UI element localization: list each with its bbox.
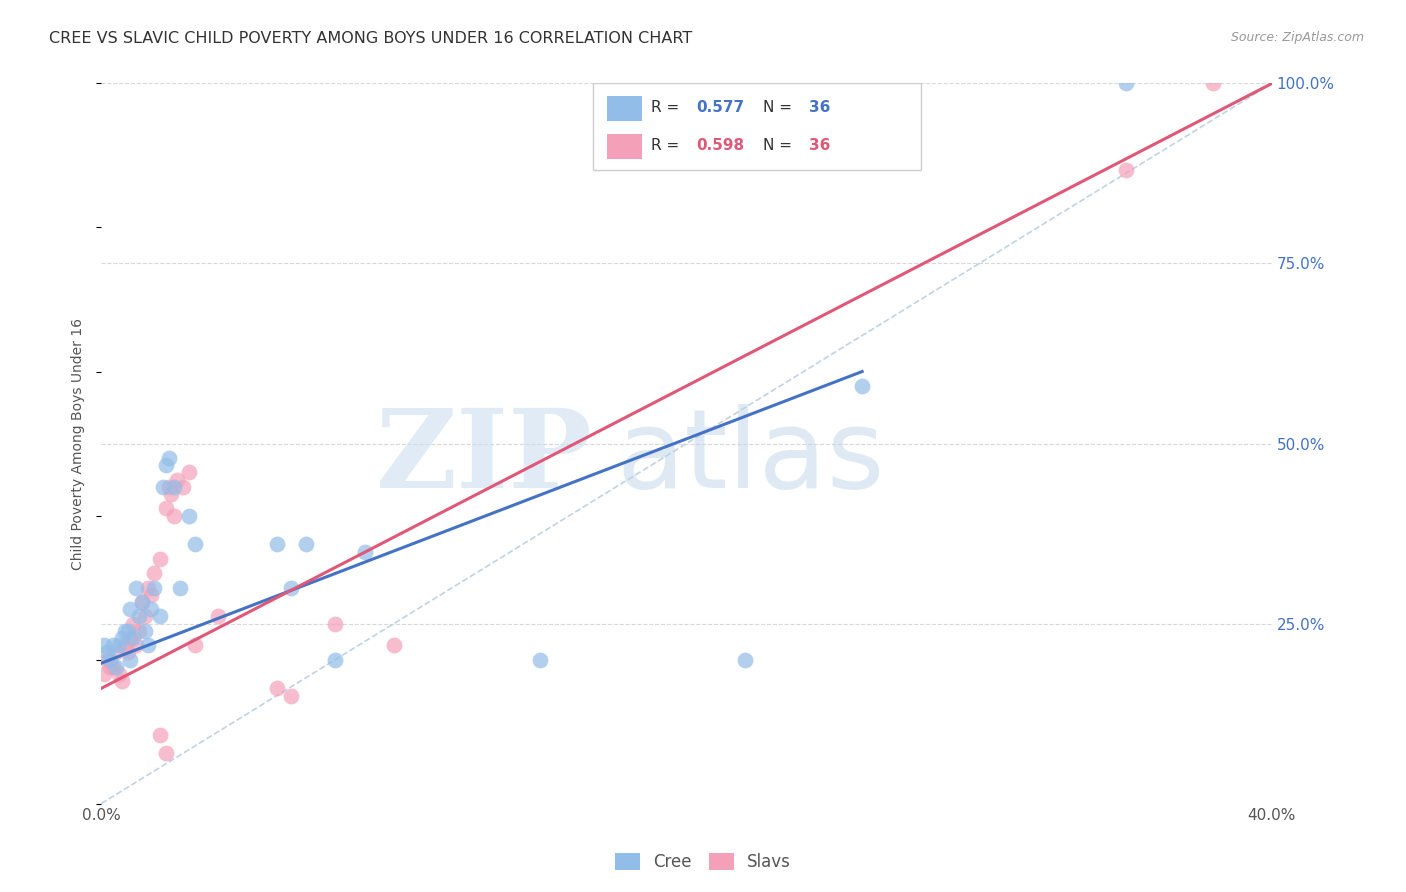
Point [155, 458, 177, 472]
Point [98, 652, 121, 666]
Text: N =: N = [762, 100, 797, 115]
Text: 36: 36 [810, 100, 831, 115]
Point [114, 638, 136, 652]
Text: CREE VS SLAVIC CHILD POVERTY AMONG BOYS UNDER 16 CORRELATION CHART: CREE VS SLAVIC CHILD POVERTY AMONG BOYS … [49, 31, 693, 46]
Text: 0.598: 0.598 [696, 138, 744, 153]
Point [117, 624, 139, 638]
Point [131, 595, 153, 609]
Point [295, 537, 318, 551]
FancyBboxPatch shape [607, 134, 643, 159]
Point [152, 480, 174, 494]
Point [184, 537, 207, 551]
Point [163, 508, 186, 523]
Point [114, 624, 136, 638]
Point [266, 537, 288, 551]
Text: N =: N = [762, 138, 797, 153]
Point [98, 660, 121, 674]
Point [149, 551, 172, 566]
Point [139, 602, 162, 616]
Point [134, 624, 156, 638]
Point [117, 645, 139, 659]
Point [1202, 77, 1225, 91]
Point [93, 638, 115, 652]
Point [111, 631, 134, 645]
Point [163, 480, 186, 494]
Point [177, 466, 200, 480]
Point [96, 652, 118, 666]
Point [128, 609, 150, 624]
Text: R =: R = [651, 138, 685, 153]
Point [120, 602, 142, 616]
Point [1115, 77, 1137, 91]
Point [280, 581, 302, 595]
Point [851, 379, 873, 393]
Text: 0.577: 0.577 [696, 100, 744, 115]
Point [169, 581, 191, 595]
Text: R =: R = [651, 100, 685, 115]
Point [122, 616, 145, 631]
Point [529, 652, 551, 666]
FancyBboxPatch shape [593, 84, 921, 169]
Point [101, 638, 124, 652]
Text: Source: ZipAtlas.com: Source: ZipAtlas.com [1230, 31, 1364, 45]
Point [136, 581, 159, 595]
Point [160, 487, 183, 501]
Point [353, 544, 375, 558]
Point [382, 638, 405, 652]
Point [120, 631, 142, 645]
Point [325, 616, 347, 631]
Y-axis label: Child Poverty Among Boys Under 16: Child Poverty Among Boys Under 16 [72, 318, 86, 569]
Point [125, 581, 148, 595]
Text: atlas: atlas [616, 404, 884, 511]
Point [155, 501, 177, 516]
Point [93, 667, 115, 681]
Point [128, 624, 150, 638]
Point [122, 631, 145, 645]
Legend: Cree, Slavs: Cree, Slavs [607, 845, 799, 880]
Text: ZIP: ZIP [377, 404, 593, 511]
Point [101, 660, 124, 674]
Point [177, 508, 200, 523]
Point [155, 746, 177, 760]
Point [107, 667, 129, 681]
Point [96, 645, 118, 659]
Text: 36: 36 [810, 138, 831, 153]
Point [111, 674, 134, 689]
Point [142, 581, 165, 595]
Point [104, 645, 127, 659]
Point [120, 652, 142, 666]
Point [157, 450, 180, 465]
Point [139, 588, 162, 602]
Point [184, 638, 207, 652]
Point [280, 689, 302, 703]
Point [734, 652, 756, 666]
Point [107, 638, 129, 652]
Point [136, 638, 159, 652]
Point [325, 652, 347, 666]
Point [207, 609, 229, 624]
Point [166, 473, 188, 487]
Point [142, 566, 165, 581]
Point [157, 480, 180, 494]
Point [266, 681, 288, 696]
Point [172, 480, 194, 494]
Point [149, 609, 172, 624]
Point [134, 609, 156, 624]
Point [104, 660, 127, 674]
Point [1115, 162, 1137, 177]
Point [149, 728, 172, 742]
FancyBboxPatch shape [607, 96, 643, 120]
Point [125, 638, 148, 652]
Point [131, 595, 153, 609]
